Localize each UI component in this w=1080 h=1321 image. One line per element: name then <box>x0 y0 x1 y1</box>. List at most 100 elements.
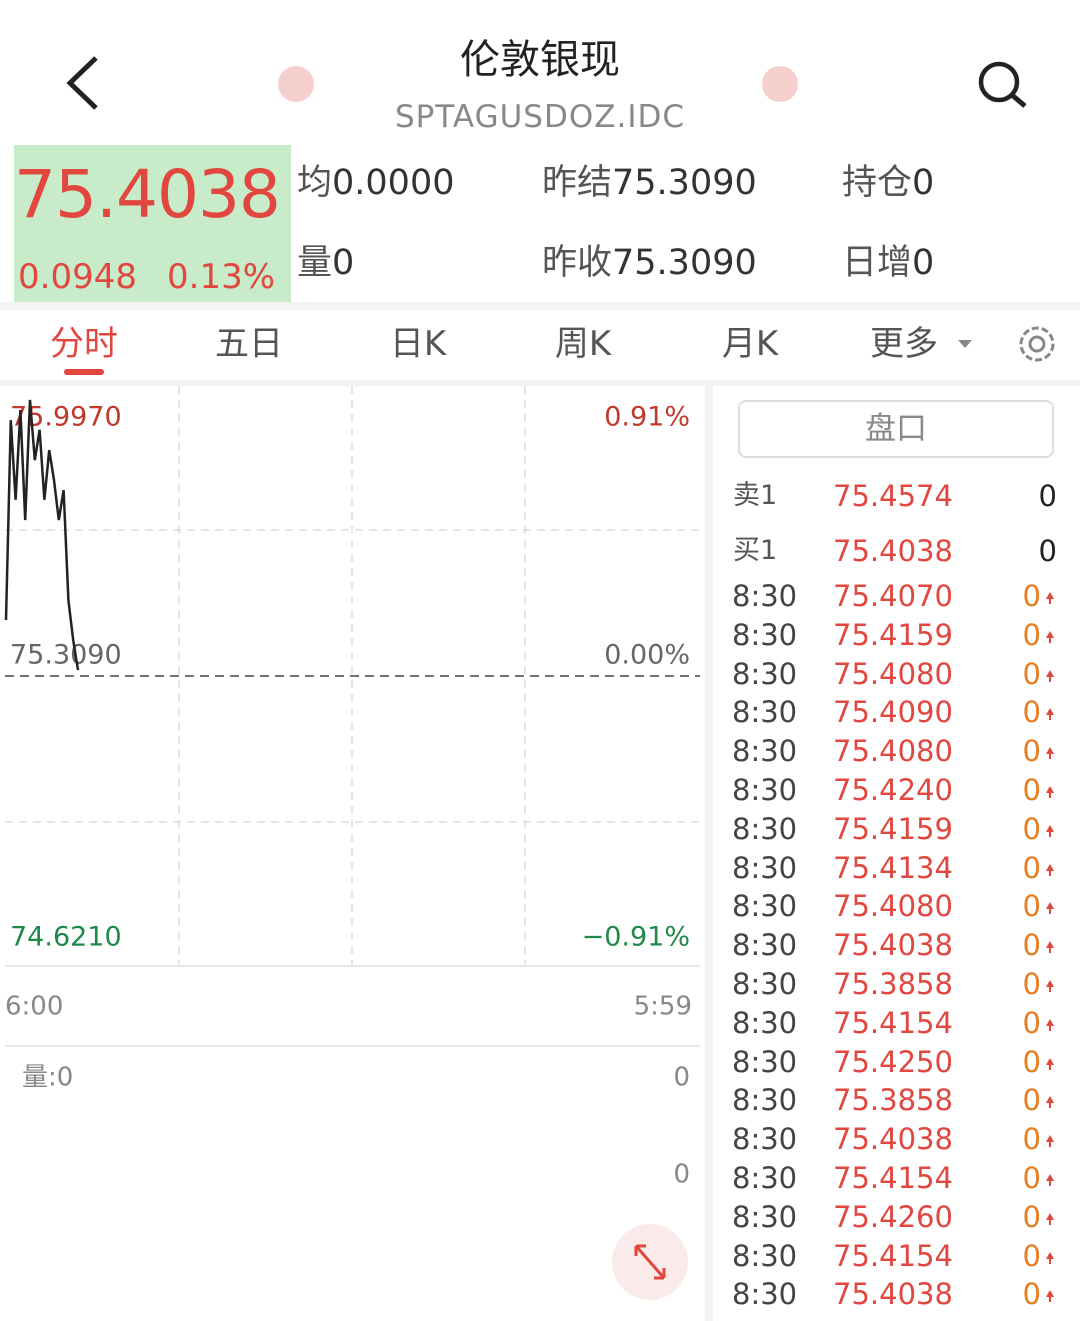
up-arrow <box>1046 592 1054 599</box>
dropdown-icon <box>958 340 972 348</box>
back-button[interactable] <box>60 52 104 114</box>
up-arrow <box>1046 1174 1054 1181</box>
trade-price: 75.3858 <box>833 967 953 1001</box>
tab[interactable]: 日K <box>389 324 447 364</box>
up-arrow <box>1046 1135 1054 1143</box>
x-label: 5:59 <box>634 992 692 1022</box>
trade-time: 8:30 <box>732 967 798 1001</box>
divider <box>705 386 713 1321</box>
intraday-chart: 75.9970 0.91% 75.3090 0.00% 74.6210 −0.91% 6:0… <box>4 386 700 1300</box>
trade-time: 8:30 <box>732 1277 798 1312</box>
trade-time: 8:30 <box>732 734 798 769</box>
divider <box>0 302 1080 310</box>
up-arrow-stem <box>1049 636 1051 643</box>
up-arrow <box>1046 630 1054 638</box>
stat-value: 0 <box>332 243 355 283</box>
expand-icon <box>634 1244 666 1280</box>
trade-time: 8:30 <box>732 1083 798 1118</box>
trade-time: 8:30 <box>732 1161 798 1195</box>
tab-indicator <box>64 369 104 375</box>
up-arrow <box>1046 1018 1054 1026</box>
next-button[interactable] <box>762 66 798 102</box>
tab[interactable]: 月K <box>721 324 779 364</box>
trade-time: 8:30 <box>732 1044 798 1079</box>
stat-label: 均 <box>297 163 333 203</box>
trade-volume: 0 <box>1022 1199 1041 1234</box>
up-arrow-stem <box>1049 598 1051 604</box>
up-arrow <box>1046 1096 1054 1104</box>
trade-price: 75.4070 <box>833 579 953 613</box>
tab[interactable]: 分时 <box>50 324 118 364</box>
stat-label: 量 <box>297 243 333 283</box>
trade-volume: 0 <box>1022 1161 1041 1195</box>
up-arrow-stem <box>1049 830 1051 837</box>
trade-price: 75.4134 <box>833 850 953 885</box>
trade-time: 8:30 <box>732 928 798 963</box>
settings-button[interactable] <box>1016 323 1058 365</box>
up-arrow-stem <box>1049 1024 1051 1031</box>
trade-time: 8:30 <box>732 1122 798 1157</box>
trade-time: 8:30 <box>732 1199 798 1234</box>
trade-volume: 0 <box>1022 1238 1041 1273</box>
up-arrow <box>1046 1057 1054 1065</box>
up-arrow <box>1046 669 1054 677</box>
up-arrow-stem <box>1049 1218 1051 1225</box>
trade-volume: 0 <box>1022 773 1041 807</box>
trade-time: 8:30 <box>732 579 798 613</box>
tab[interactable]: 五日 <box>215 324 283 364</box>
trade-time: 8:30 <box>732 811 798 846</box>
trade-price: 75.4080 <box>833 734 953 769</box>
tab[interactable]: 更多 <box>870 324 938 364</box>
up-arrow-stem <box>1049 1102 1051 1109</box>
quote-volume: 0 <box>1038 534 1057 568</box>
trade-volume: 0 <box>1022 656 1041 691</box>
pct-label: 0.91% <box>604 402 690 433</box>
price-line <box>4 399 80 671</box>
volume-label: 量:0 <box>22 1063 73 1093</box>
prev-button[interactable] <box>278 66 314 102</box>
up-arrow <box>1046 902 1054 910</box>
symbol-code: SPTAGUSDOZ.IDC <box>395 99 685 135</box>
trade-price: 75.4038 <box>833 1122 953 1157</box>
trade-price: 75.4154 <box>833 1005 953 1040</box>
stat-label: 昨收 <box>542 243 613 283</box>
trade-time: 8:30 <box>732 1005 798 1040</box>
trade-price: 75.4159 <box>833 811 953 846</box>
trade-time: 8:30 <box>732 850 798 885</box>
trade-price: 75.4250 <box>833 1044 953 1079</box>
trade-price: 75.4240 <box>833 773 953 807</box>
stat-value: 75.3090 <box>612 243 757 283</box>
up-arrow <box>1046 1212 1054 1220</box>
trade-price: 75.4038 <box>833 928 953 963</box>
up-arrow-stem <box>1049 1296 1051 1303</box>
tab[interactable]: 周K <box>554 324 612 364</box>
search-button[interactable] <box>975 58 1031 110</box>
trade-price: 75.4159 <box>833 617 953 652</box>
pct-label: −0.91% <box>582 922 690 953</box>
quote-label: 买1 <box>733 535 778 566</box>
y-tick-label: 75.9970 <box>10 402 122 433</box>
trade-price: 75.4090 <box>833 695 953 730</box>
trade-price: 75.3858 <box>833 1083 953 1118</box>
up-arrow-stem <box>1049 947 1051 954</box>
trade-price: 75.4154 <box>833 1161 953 1195</box>
stat-value: 75.3090 <box>612 163 757 203</box>
up-arrow <box>1046 824 1054 832</box>
up-arrow <box>1046 747 1054 755</box>
up-arrow <box>1046 1251 1054 1259</box>
up-arrow-stem <box>1049 908 1051 915</box>
quote-price: 75.4038 <box>833 534 953 568</box>
trade-price: 75.4038 <box>833 1277 953 1312</box>
up-arrow-stem <box>1049 1141 1051 1148</box>
quote-label: 卖1 <box>733 480 778 511</box>
quote-price: 75.4574 <box>833 479 953 513</box>
stat-value: 0.0000 <box>332 163 455 203</box>
stat-value: 0 <box>912 163 935 203</box>
trade-volume: 0 <box>1022 734 1041 769</box>
trade-volume: 0 <box>1022 1277 1041 1312</box>
trade-time: 8:30 <box>732 656 798 691</box>
order-book-tab[interactable]: 盘口 <box>738 400 1054 458</box>
trade-volume: 0 <box>1022 1005 1041 1040</box>
stat-value: 0 <box>912 243 935 283</box>
up-arrow-stem <box>1049 753 1051 760</box>
